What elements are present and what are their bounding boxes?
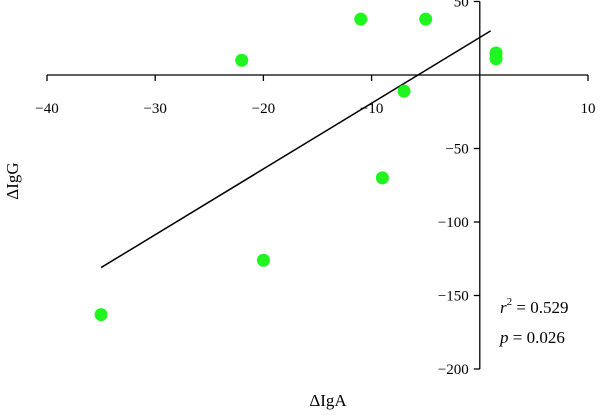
y-tick-label: −50 — [445, 142, 468, 158]
p-value: = 0.026 — [509, 328, 565, 347]
r-squared-annotation: r2 = 0.529 — [500, 296, 568, 317]
r-squared-symbol: r — [500, 298, 507, 317]
y-tick-label: −100 — [438, 215, 469, 231]
x-tick-label: −10 — [360, 101, 383, 117]
axes: −40 −30 −20 −10 10 50 −50 −100 −150 −200 — [35, 0, 595, 378]
y-axis-label: ΔIgG — [3, 162, 22, 199]
data-point — [419, 12, 433, 26]
data-points — [94, 12, 503, 322]
data-point — [235, 53, 249, 67]
y-tick-label: −200 — [438, 362, 469, 378]
p-value-annotation: p = 0.026 — [499, 328, 565, 347]
r-squared-superscript: 2 — [507, 296, 513, 308]
data-point — [397, 84, 411, 98]
regression-line — [100, 30, 492, 269]
data-point — [94, 308, 108, 322]
p-symbol: p — [499, 328, 509, 347]
y-ticks: 50 −50 −100 −150 −200 — [438, 0, 480, 378]
y-tick-label: −150 — [438, 289, 469, 305]
data-point — [354, 12, 368, 26]
y-tick-label: 50 — [454, 0, 469, 11]
x-tick-label: 10 — [581, 101, 596, 117]
x-ticks: −40 −30 −20 −10 10 — [35, 75, 596, 117]
x-tick-label: −40 — [35, 101, 58, 117]
data-point — [489, 52, 503, 66]
data-point — [256, 253, 270, 267]
x-axis-label: ΔIgA — [309, 391, 347, 410]
x-tick-label: −20 — [252, 101, 275, 117]
r-squared-value: = 0.529 — [512, 298, 568, 317]
data-point — [375, 171, 389, 185]
x-tick-label: −30 — [143, 101, 166, 117]
